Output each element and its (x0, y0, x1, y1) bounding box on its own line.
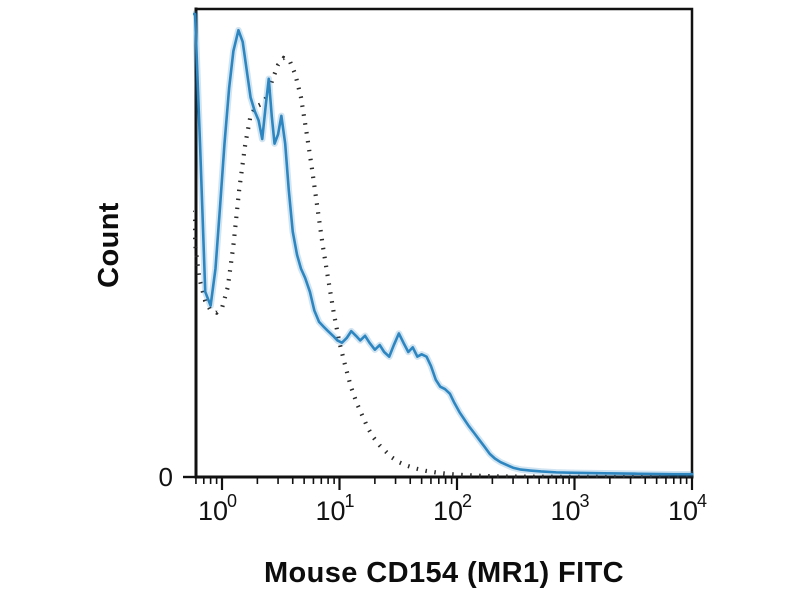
y-axis-title: Count (93, 202, 125, 288)
x-tick-exponent: 0 (227, 491, 237, 511)
x-tick-exponent: 3 (579, 491, 589, 511)
x-tick-label-1: 101 (315, 491, 354, 526)
data-curves (193, 10, 694, 478)
x-tick-mantissa: 10 (315, 496, 345, 526)
x-axis-title: Mouse CD154 (MR1) FITC (264, 557, 624, 589)
curve-cd154-mr1-fitc-stain (193, 12, 694, 476)
x-tick-exponent: 1 (344, 491, 354, 511)
x-tick-label-2: 102 (433, 491, 472, 526)
x-tick-label-4: 104 (668, 491, 707, 526)
x-tick-mantissa: 10 (198, 496, 228, 526)
plot-frame-top-right (196, 7, 694, 477)
x-tick-mantissa: 10 (550, 496, 580, 526)
x-tick-label-0: 100 (198, 491, 237, 526)
x-tick-label-3: 103 (550, 491, 589, 526)
x-tick-mantissa: 10 (433, 496, 463, 526)
x-tick-exponent: 2 (462, 491, 472, 511)
y-axis-zero-label: 0 (159, 462, 173, 492)
x-axis-tick-labels: 100 101 102 103 104 (198, 491, 707, 526)
x-tick-exponent: 4 (697, 491, 707, 511)
x-tick-mantissa: 10 (668, 496, 698, 526)
x-axis-ticks (195, 477, 694, 490)
